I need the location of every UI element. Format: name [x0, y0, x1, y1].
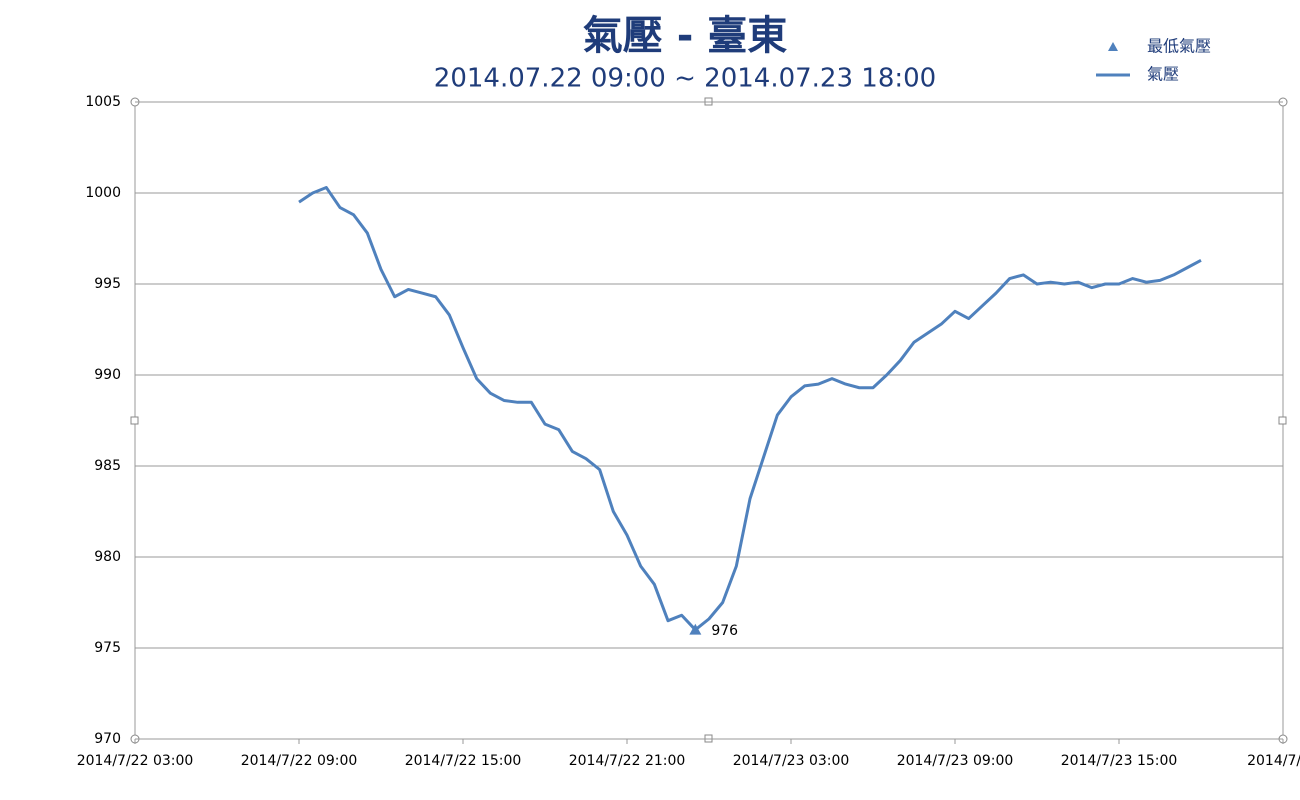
y-tick-label: 1000	[85, 185, 121, 201]
chart-title: 氣壓 - 臺東	[583, 13, 787, 59]
x-tick-label: 2014/7/22 09:00	[241, 753, 358, 769]
data-label: 976	[711, 623, 738, 639]
y-tick-label: 990	[94, 367, 121, 383]
x-tick-label: 2014/7/22 21:00	[569, 753, 686, 769]
y-tick-label: 975	[94, 640, 121, 656]
x-tick-label: 2014/7/22 03:00	[77, 753, 194, 769]
x-tick-label: 2014/7/23 09:00	[897, 753, 1014, 769]
y-tick-label: 1005	[85, 94, 121, 110]
x-tick-label: 2014/7/23 15:00	[1061, 753, 1178, 769]
legend-marker	[1108, 42, 1118, 51]
y-tick-label: 970	[94, 731, 121, 747]
y-tick-label: 995	[94, 276, 121, 292]
x-tick-label: 2014/7/22 15:00	[405, 753, 522, 769]
pressure-line	[298, 186, 1202, 632]
x-tick-label: 2014/7/23 03:00	[733, 753, 850, 769]
selection-handles	[130, 97, 1288, 744]
y-tick-label: 980	[94, 549, 121, 565]
y-tick-label: 985	[94, 458, 121, 474]
chart-subtitle: 2014.07.22 09:00 ~ 2014.07.23 18:00	[434, 64, 936, 94]
x-tick-label: 2014/7/23	[1247, 753, 1300, 769]
legend-label: 最低氣壓	[1147, 37, 1211, 56]
legend-label: 氣壓	[1147, 65, 1179, 84]
